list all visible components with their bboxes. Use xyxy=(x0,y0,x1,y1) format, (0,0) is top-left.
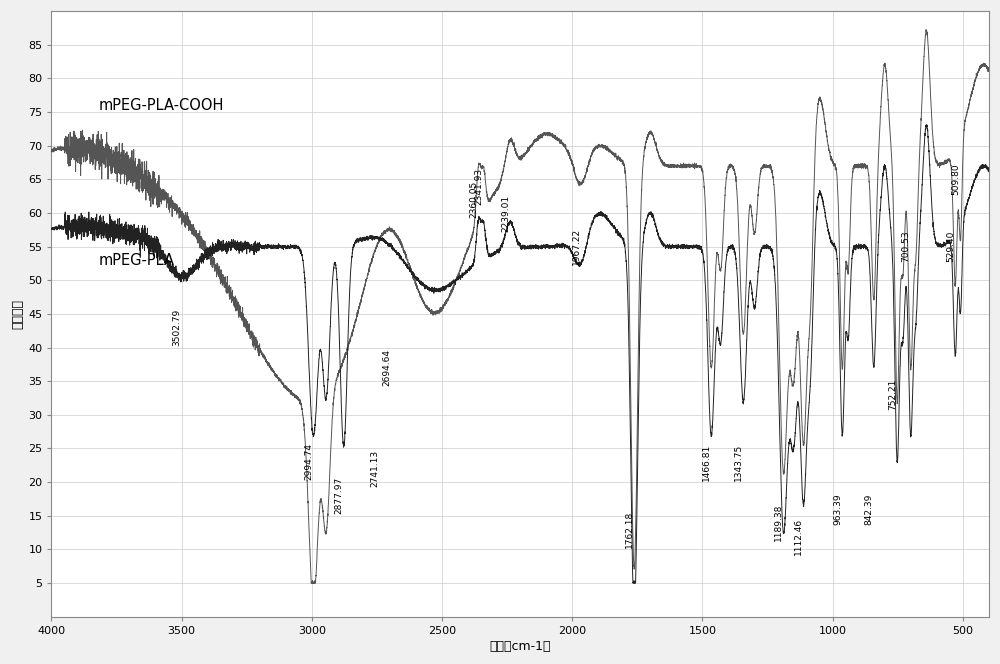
Text: 700.53: 700.53 xyxy=(902,231,911,262)
Text: 509.80: 509.80 xyxy=(951,163,960,195)
Text: 2239.01: 2239.01 xyxy=(501,195,510,232)
Y-axis label: 透射率％: 透射率％ xyxy=(11,299,24,329)
Text: mPEG-PLA: mPEG-PLA xyxy=(98,252,174,268)
Text: 2341.93: 2341.93 xyxy=(474,167,483,205)
Text: 2877.97: 2877.97 xyxy=(335,477,344,514)
X-axis label: 波数（cm-1）: 波数（cm-1） xyxy=(489,640,551,653)
Text: 529.40: 529.40 xyxy=(946,231,955,262)
Text: 963.39: 963.39 xyxy=(833,493,842,525)
Text: 2360.05: 2360.05 xyxy=(469,181,478,218)
Text: 752.21: 752.21 xyxy=(888,379,897,410)
Text: 3502.79: 3502.79 xyxy=(172,309,181,346)
Text: 1189.38: 1189.38 xyxy=(774,504,783,541)
Text: mPEG-PLA-COOH: mPEG-PLA-COOH xyxy=(98,98,224,113)
Text: 1466.81: 1466.81 xyxy=(702,444,711,481)
Text: 2741.13: 2741.13 xyxy=(370,450,379,487)
Text: 1967.22: 1967.22 xyxy=(572,228,581,265)
Text: 1762.18: 1762.18 xyxy=(625,511,634,548)
Text: 1343.75: 1343.75 xyxy=(734,444,743,481)
Text: 2994.74: 2994.74 xyxy=(304,444,313,481)
Text: 1112.46: 1112.46 xyxy=(794,517,803,554)
Text: 842.39: 842.39 xyxy=(865,493,874,525)
Text: 2694.64: 2694.64 xyxy=(382,349,391,386)
